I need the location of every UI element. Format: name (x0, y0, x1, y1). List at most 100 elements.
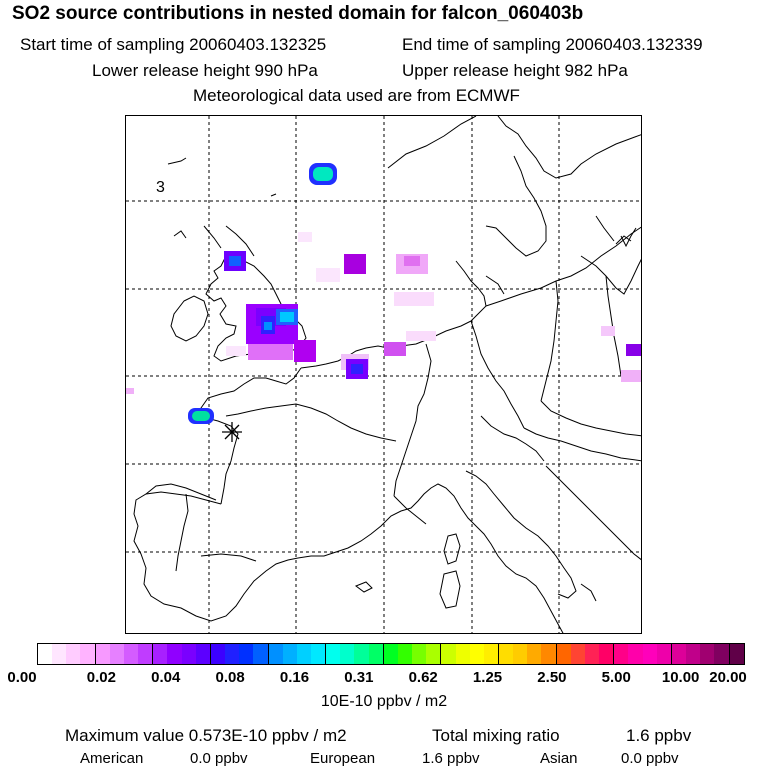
total-mixing-label: Total mixing ratio (432, 726, 560, 745)
american-label: American (80, 750, 144, 767)
colorbar-cell (455, 644, 470, 664)
patch-netherlands (384, 342, 406, 356)
patch-faint-5 (298, 232, 312, 242)
colorbar-cell (499, 644, 514, 664)
patch-faint-4 (226, 346, 246, 356)
patch-atlantic-core (192, 411, 210, 421)
met-data-label: Meteorological data used are from ECMWF (193, 86, 520, 105)
colorbar-cell (80, 644, 96, 664)
colorbar-cell (383, 644, 398, 664)
european-value: 1.6 ppbv (422, 750, 480, 767)
patch-belgium-core (351, 364, 363, 374)
colorbar-cell (700, 644, 715, 664)
colorbar-tick-label: 5.00 (601, 669, 631, 686)
colorbar-cell (225, 644, 240, 664)
colorbar-tick-label: 0.16 (279, 669, 310, 686)
patch-east-faint (601, 326, 615, 336)
patch-west-edge (126, 388, 134, 394)
colorbar-tick-label: 0.62 (408, 669, 438, 686)
colorbar-cell (368, 644, 384, 664)
colorbar-tick-label: 0.31 (344, 669, 374, 686)
colorbar-cell (167, 644, 182, 664)
colorbar-tick-label: 1.25 (472, 669, 503, 686)
colorbar-tick-label: 0.00 (7, 669, 37, 686)
patch-england-south (248, 344, 293, 360)
colorbar-cell (556, 644, 571, 664)
asterisk-icon (222, 422, 242, 442)
colorbar-tick-label: 2.50 (537, 669, 567, 686)
start-time-label: Start time of sampling 20060403.132325 (20, 35, 327, 54)
colorbar-tick-label: 0.04 (151, 669, 181, 686)
patch-denmark-core (404, 256, 420, 266)
colorbar-unit: 10E-10 ppbv / m2 (320, 693, 448, 710)
colorbar-cell (239, 644, 254, 664)
asian-value: 0.0 ppbv (621, 750, 679, 767)
patch-east-edge-2 (621, 370, 641, 382)
colorbar-cell (527, 644, 542, 664)
colorbar-cell (570, 644, 585, 664)
patch-east-edge (626, 344, 641, 356)
colorbar-cell (714, 644, 730, 664)
colorbar-cell (614, 644, 629, 664)
colorbar (37, 643, 745, 665)
patch-faint-2 (406, 331, 436, 341)
colorbar-cell (66, 644, 81, 664)
colorbar-cell (599, 644, 615, 664)
colorbar-tick-label: 0.08 (215, 669, 245, 686)
patch-north-sea-core (313, 167, 333, 181)
european-label: European (310, 750, 376, 767)
colorbar-cell (584, 644, 600, 664)
coastlines (133, 116, 641, 633)
colorbar-cell (656, 644, 672, 664)
colorbar-cell (671, 644, 687, 664)
colorbar-tick-label: 20.00 (709, 669, 747, 686)
colorbar-cell (326, 644, 341, 664)
upper-release-label: Upper release height 982 hPa (402, 61, 628, 80)
colorbar-cell (513, 644, 528, 664)
patch-england-peak (280, 312, 294, 322)
colorbar-cell (686, 644, 701, 664)
colorbar-cell (109, 644, 124, 664)
colorbar-cell (310, 644, 327, 664)
colorbar-cell (253, 644, 269, 664)
colorbar-cell (412, 644, 427, 664)
asian-label: Asian (540, 750, 578, 767)
colorbar-cell (541, 644, 557, 664)
colorbar-cell (282, 644, 297, 664)
map-canvas: 3 (126, 116, 641, 633)
colorbar-tick-label: 10.00 (661, 669, 700, 686)
lat-lon-grid (126, 116, 641, 633)
patch-thames (294, 340, 316, 362)
lower-release-label: Lower release height 990 hPa (92, 61, 318, 80)
page-title: SO2 source contributions in nested domai… (12, 3, 584, 24)
colorbar-cell (52, 644, 67, 664)
colorbar-cell (181, 644, 196, 664)
concentration-field (126, 163, 641, 424)
colorbar-cell (354, 644, 369, 664)
colorbar-cell (628, 644, 643, 664)
max-value-label: Maximum value 0.573E-10 ppbv / m2 (65, 726, 347, 745)
colorbar-cell (195, 644, 211, 664)
map-panel: 3 (125, 115, 642, 634)
colorbar-tick-label: 0.02 (86, 669, 116, 686)
colorbar-cell (469, 644, 484, 664)
total-mixing-value: 1.6 ppbv (626, 726, 692, 745)
colorbar-cell (296, 644, 311, 664)
corner-label: 3 (156, 179, 165, 196)
colorbar-cell (397, 644, 413, 664)
colorbar-cell (340, 644, 355, 664)
colorbar-cell (210, 644, 226, 664)
american-value: 0.0 ppbv (190, 750, 248, 767)
patch-england-mid-core (264, 322, 272, 330)
colorbar-cell (153, 644, 168, 664)
colorbar-cell (483, 644, 499, 664)
colorbar-cell (268, 644, 283, 664)
colorbar-cell (729, 644, 744, 664)
colorbar-cell (95, 644, 110, 664)
colorbar-cell (441, 644, 456, 664)
colorbar-cell (138, 644, 154, 664)
end-time-label: End time of sampling 20060403.132339 (402, 35, 703, 54)
patch-northsea-2 (344, 254, 366, 274)
colorbar-cell (38, 644, 53, 664)
colorbar-cell (123, 644, 139, 664)
